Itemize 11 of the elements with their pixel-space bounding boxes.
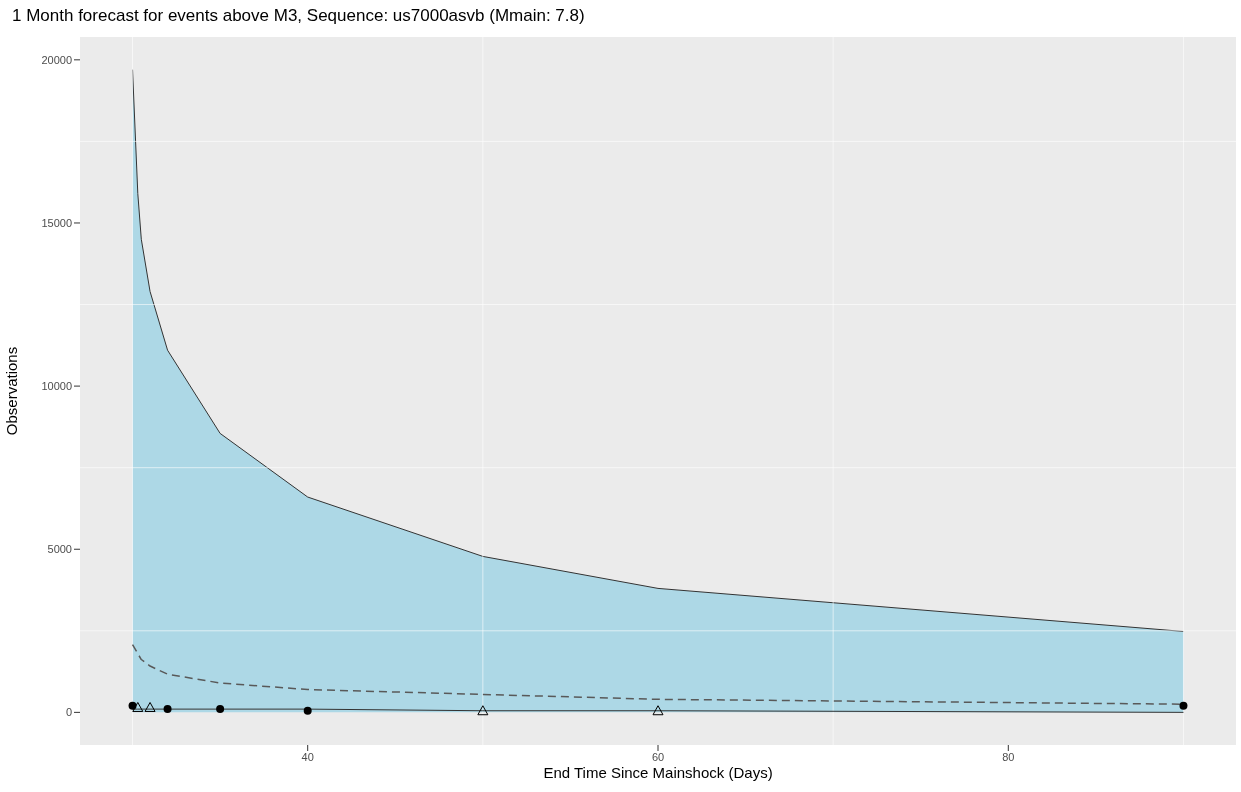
y-tick-label: 10000 <box>41 380 72 393</box>
y-tick-label: 15000 <box>41 216 72 229</box>
x-tick-label: 80 <box>1002 750 1015 763</box>
y-axis-title: Observations <box>3 346 21 436</box>
y-tick-label: 20000 <box>41 53 72 66</box>
x-tick-label: 40 <box>301 750 314 763</box>
y-tick-label: 0 <box>65 706 72 719</box>
chart-title: 1 Month forecast for events above M3, Sequence: us7000asvb (Mmain: 7.8) <box>12 6 585 26</box>
y-tick-label: 5000 <box>47 543 72 556</box>
x-axis-title: End Time Since Mainshock (Days) <box>543 764 773 781</box>
x-tick-label: 60 <box>651 750 665 763</box>
